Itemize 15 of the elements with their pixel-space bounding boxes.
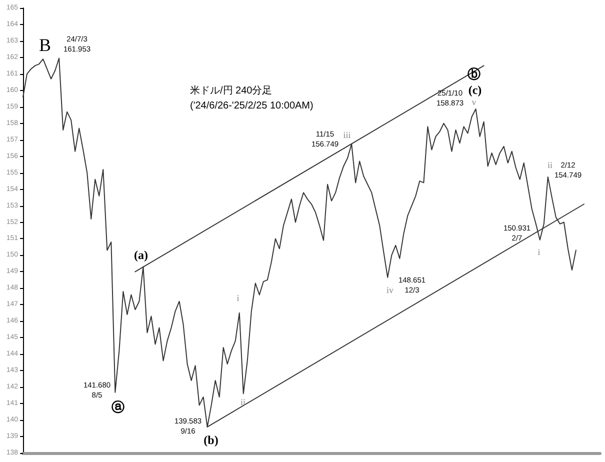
annotation: B [38, 35, 52, 55]
annotation: ii [240, 397, 246, 407]
annotation: iv [386, 285, 394, 295]
annotation: v [472, 97, 477, 107]
text: 米ドル/円 240分足 [190, 84, 272, 96]
annotation: (a) [134, 248, 148, 262]
annotation: i [236, 293, 240, 303]
text: ('24/6/26-'25/2/25 10:00AM) [190, 100, 314, 112]
annotation: ⓐ [112, 400, 124, 416]
annotation: ⓑ [468, 66, 480, 82]
annotation: (b) [204, 433, 218, 447]
annotation: i [538, 247, 541, 257]
annotation: (c) [468, 83, 482, 97]
annotation: iii [343, 130, 352, 140]
annotation: ii [547, 160, 553, 170]
